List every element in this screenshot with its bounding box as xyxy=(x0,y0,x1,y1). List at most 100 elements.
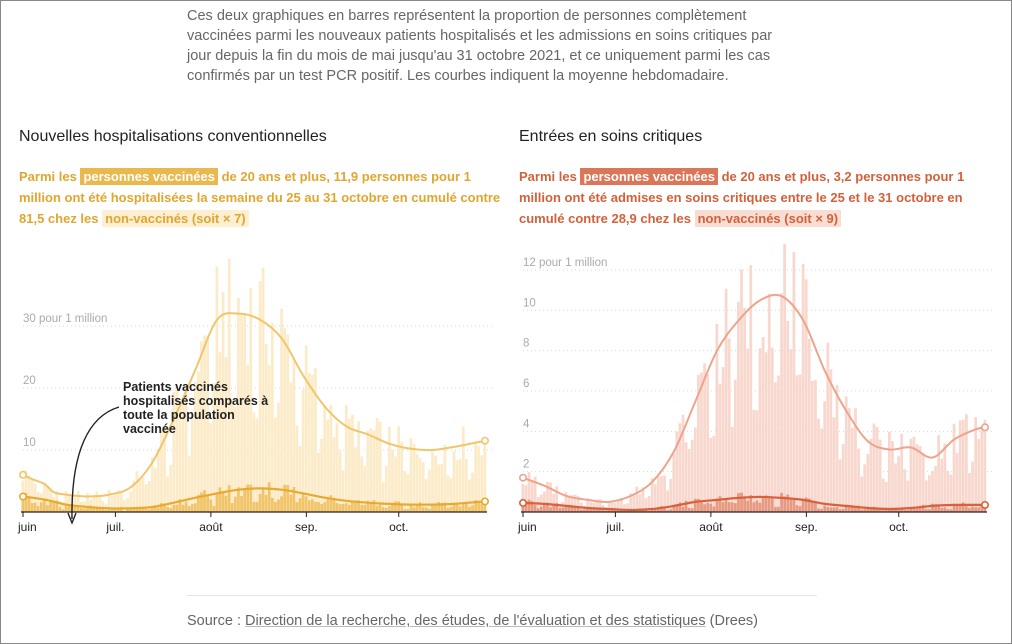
bar-vaccinated xyxy=(530,501,534,512)
bar-nonvaccinated xyxy=(120,491,123,512)
bar-nonvaccinated xyxy=(783,244,787,512)
bar-nonvaccinated xyxy=(857,448,860,512)
bar-nonvaccinated xyxy=(378,421,382,512)
bar-nonvaccinated xyxy=(814,379,817,512)
bar-vaccinated xyxy=(524,501,528,512)
bar-vaccinated xyxy=(533,505,537,512)
bar-vaccinated xyxy=(243,488,246,512)
bar-nonvaccinated xyxy=(369,428,373,512)
bar-nonvaccinated xyxy=(193,382,197,512)
bar-nonvaccinated xyxy=(113,493,117,512)
bar-vaccinated xyxy=(743,496,746,512)
bar-vaccinated xyxy=(280,496,283,512)
bar-vaccinated xyxy=(906,510,910,512)
bar-vaccinated xyxy=(480,503,484,512)
bar-vaccinated xyxy=(931,503,934,512)
bar-nonvaccinated xyxy=(786,320,790,512)
bar-nonvaccinated xyxy=(246,364,250,512)
bar-nonvaccinated xyxy=(144,484,148,512)
bar-vaccinated xyxy=(412,507,416,512)
bar-nonvaccinated xyxy=(552,493,556,512)
bar-vaccinated xyxy=(795,505,799,512)
bar-vaccinated xyxy=(455,504,459,512)
annotation-line: Patients vaccinés xyxy=(123,380,228,394)
bar-vaccinated xyxy=(144,508,148,512)
bar-nonvaccinated xyxy=(881,478,885,512)
source-link[interactable]: Direction de la recherche, des études, d… xyxy=(245,613,706,629)
bar-nonvaccinated xyxy=(561,501,565,512)
bar-vaccinated xyxy=(357,500,360,512)
bar-vaccinated xyxy=(409,505,413,512)
bar-vaccinated xyxy=(807,498,811,512)
bar-nonvaccinated xyxy=(24,470,28,512)
bar-vaccinated xyxy=(21,500,25,512)
bar-nonvaccinated xyxy=(461,426,465,512)
bar-nonvaccinated xyxy=(135,471,139,512)
bar-vaccinated xyxy=(79,507,83,512)
bar-nonvaccinated xyxy=(823,401,827,512)
bar-vaccinated xyxy=(564,507,568,512)
bar-nonvaccinated xyxy=(974,417,977,512)
bar-nonvaccinated xyxy=(891,441,894,512)
bar-vaccinated xyxy=(421,507,425,512)
bar-vaccinated xyxy=(178,499,182,512)
bar-nonvaccinated xyxy=(317,452,320,512)
bar-vaccinated xyxy=(543,504,546,512)
bar-vaccinated xyxy=(237,487,240,512)
source-line: Source : Direction de la recherche, des … xyxy=(187,613,758,629)
bar-nonvaccinated xyxy=(607,502,611,512)
x-tick-label: août xyxy=(699,520,723,534)
bar-vaccinated xyxy=(536,508,540,512)
bar-vaccinated xyxy=(428,508,431,512)
bar-vaccinated xyxy=(567,504,571,512)
bar-nonvaccinated xyxy=(341,470,345,512)
bar-vaccinated xyxy=(230,503,234,512)
bar-nonvaccinated xyxy=(792,251,796,512)
bar-vaccinated xyxy=(27,496,31,512)
bar-vaccinated xyxy=(897,509,900,512)
bar-nonvaccinated xyxy=(258,281,262,512)
bar-nonvaccinated xyxy=(801,264,805,512)
bar-vaccinated xyxy=(810,501,814,512)
bar-vaccinated xyxy=(730,502,734,512)
bar-vaccinated xyxy=(431,503,434,512)
bar-nonvaccinated xyxy=(570,495,574,512)
bar-nonvaccinated xyxy=(477,446,481,512)
bar-vaccinated xyxy=(175,504,179,512)
bar-nonvaccinated xyxy=(344,405,348,512)
bar-nonvaccinated xyxy=(958,420,962,512)
bar-vaccinated xyxy=(977,507,981,512)
annotation-line: toute la population xyxy=(123,408,235,422)
bar-vaccinated xyxy=(792,499,796,512)
bar-vaccinated xyxy=(307,500,311,512)
bar-vaccinated xyxy=(755,500,759,512)
right-sub-mid: de 20 ans et plus, 3,2 personnes pour 1 … xyxy=(519,169,965,226)
bar-nonvaccinated xyxy=(471,472,474,512)
bar-nonvaccinated xyxy=(638,494,642,512)
bar-vaccinated xyxy=(298,498,302,512)
bar-nonvaccinated xyxy=(709,437,713,512)
bar-nonvaccinated xyxy=(931,471,934,512)
vaccinated-line-start-dot xyxy=(518,498,528,507)
bar-nonvaccinated xyxy=(610,502,614,512)
bar-nonvaccinated xyxy=(663,475,666,512)
bar-vaccinated xyxy=(570,505,574,512)
bar-vaccinated xyxy=(283,484,287,512)
x-tick-label: oct. xyxy=(389,520,408,534)
bar-nonvaccinated xyxy=(443,444,447,512)
bar-vaccinated xyxy=(477,502,481,512)
bar-vaccinated xyxy=(817,508,820,512)
bar-vaccinated xyxy=(181,504,185,512)
bar-vaccinated xyxy=(341,503,345,512)
bar-vaccinated xyxy=(474,500,477,512)
bar-nonvaccinated xyxy=(181,404,185,512)
right-chart-title: Entrées en soins critiques xyxy=(519,128,703,145)
bar-vaccinated xyxy=(387,506,391,512)
bar-nonvaccinated xyxy=(126,498,129,512)
bar-nonvaccinated xyxy=(110,496,114,512)
bar-vaccinated xyxy=(934,504,937,512)
bar-nonvaccinated xyxy=(249,287,253,512)
bar-vaccinated xyxy=(46,504,49,512)
bar-vaccinated xyxy=(153,507,157,512)
bar-vaccinated xyxy=(666,510,669,512)
